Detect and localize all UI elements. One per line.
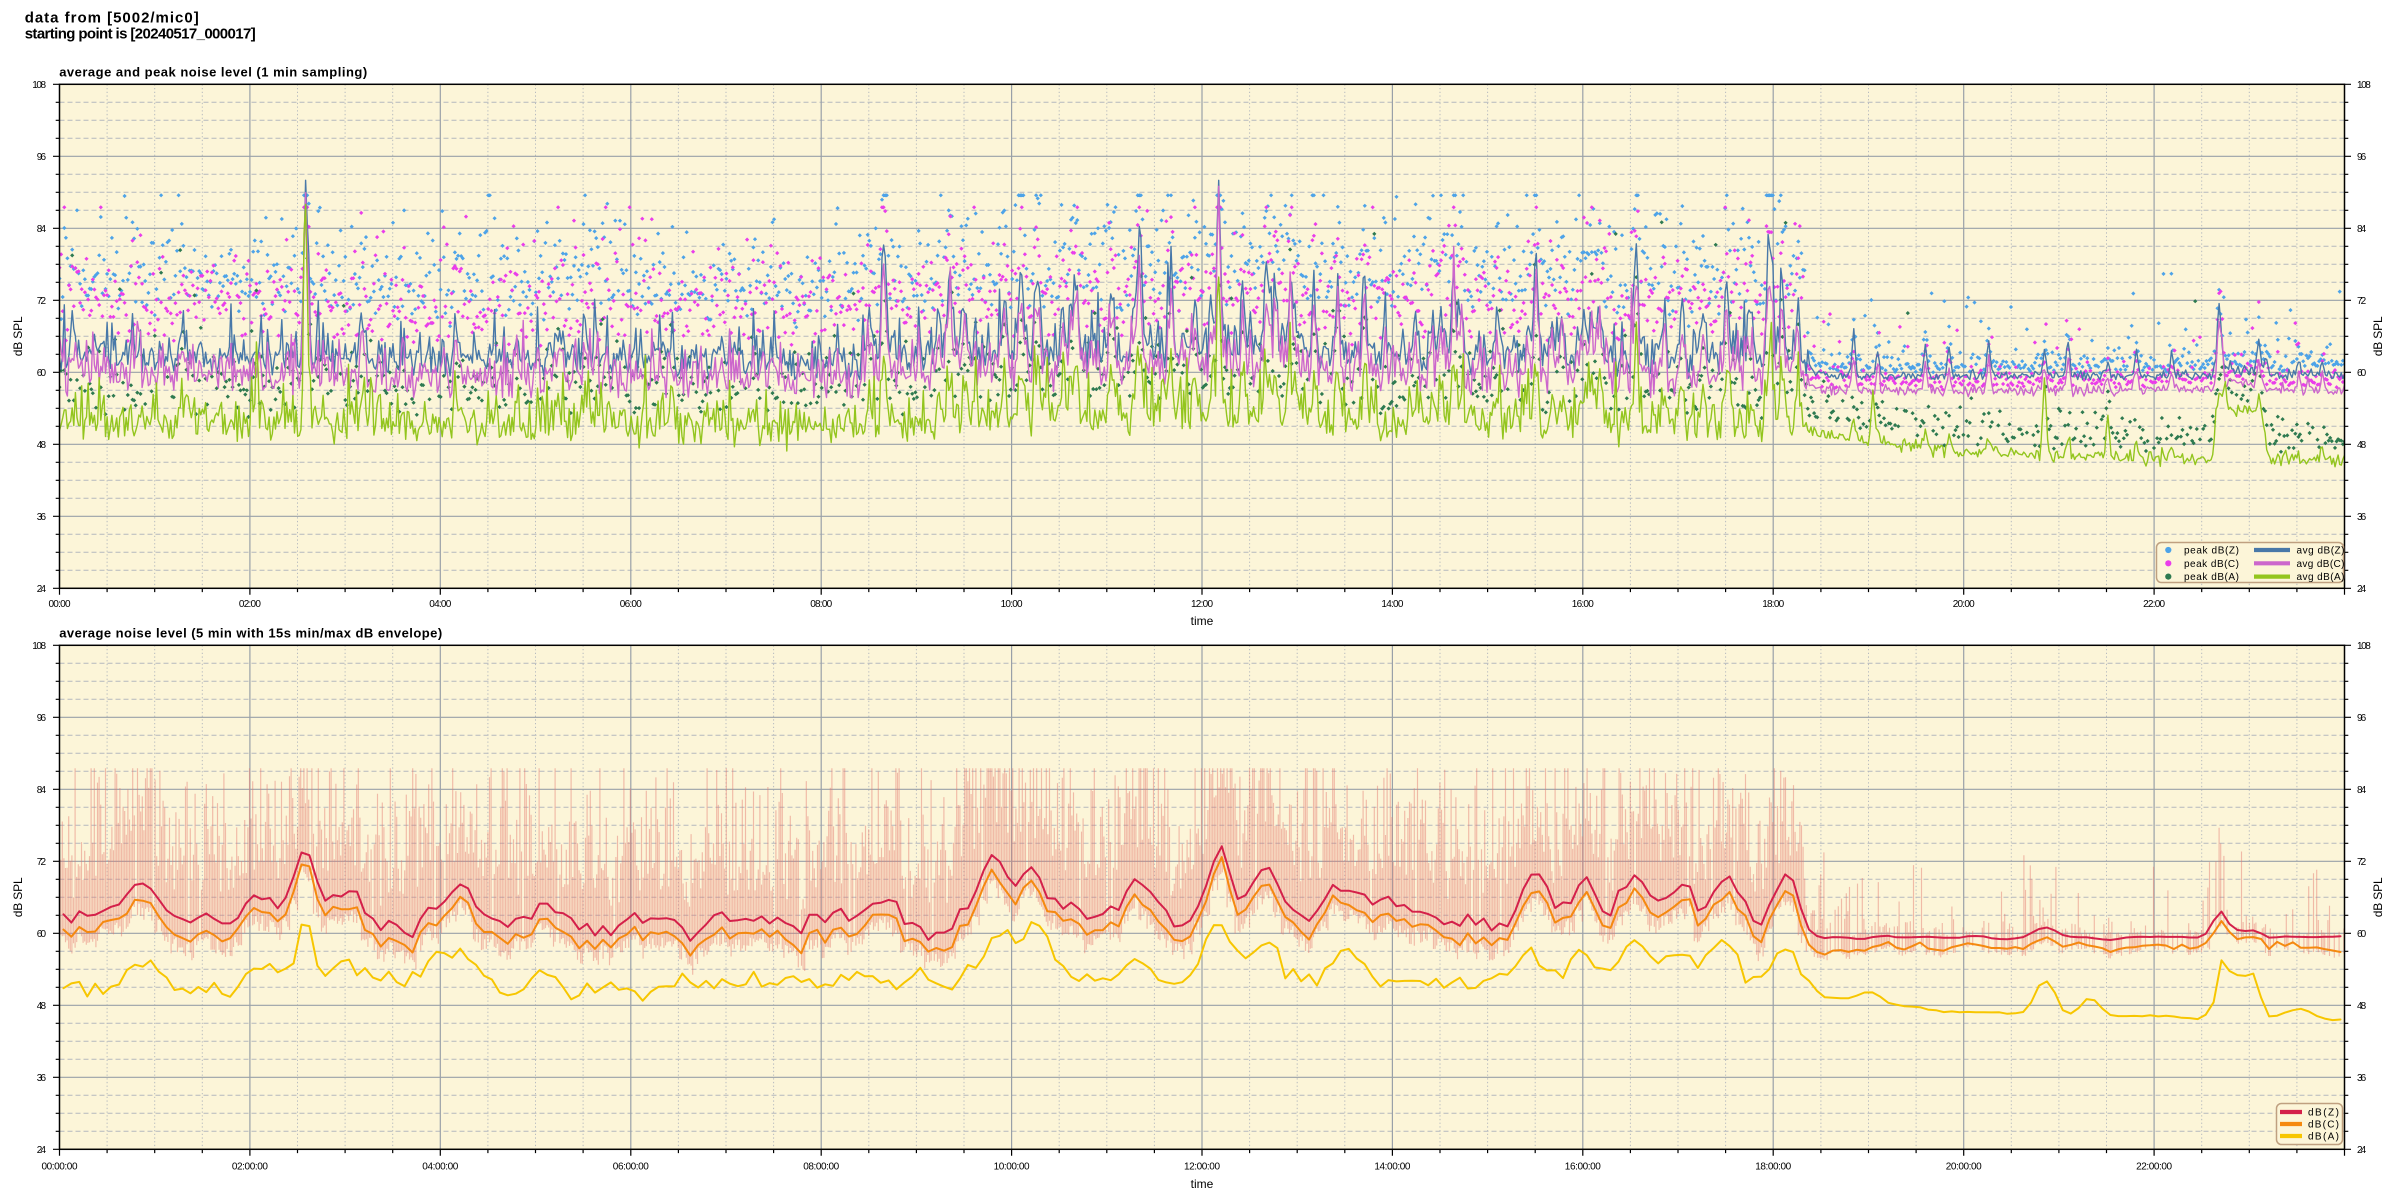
svg-text:72: 72 [37, 296, 47, 307]
svg-text:avg dB(A): avg dB(A) [2297, 572, 2345, 583]
svg-text:36: 36 [37, 1073, 47, 1084]
svg-text:22:00: 22:00 [2143, 599, 2165, 610]
svg-text:48: 48 [37, 440, 47, 451]
svg-text:00:00:00: 00:00:00 [42, 1162, 78, 1173]
svg-text:96: 96 [37, 713, 47, 724]
svg-text:peak dB(Z): peak dB(Z) [2184, 546, 2239, 557]
svg-text:36: 36 [2357, 512, 2367, 523]
svg-text:dB(C): dB(C) [2308, 1120, 2339, 1131]
svg-text:14:00: 14:00 [1381, 599, 1403, 610]
svg-text:84: 84 [2357, 785, 2367, 796]
svg-text:average noise level (5 min wit: average noise level (5 min with 15s min/… [59, 626, 442, 641]
svg-text:108: 108 [32, 80, 46, 91]
svg-text:peak dB(A): peak dB(A) [2184, 572, 2239, 583]
svg-text:dB SPL: dB SPL [2371, 877, 2385, 917]
svg-text:72: 72 [2357, 296, 2367, 307]
svg-text:96: 96 [2357, 713, 2367, 724]
svg-text:72: 72 [2357, 857, 2367, 868]
svg-text:24: 24 [37, 1145, 47, 1156]
svg-text:04:00:00: 04:00:00 [422, 1162, 458, 1173]
svg-text:84: 84 [2357, 224, 2367, 235]
svg-text:average and peak noise level (: average and peak noise level (1 min samp… [59, 65, 367, 80]
svg-text:10:00: 10:00 [1001, 599, 1023, 610]
svg-text:60: 60 [37, 929, 47, 940]
svg-text:08:00: 08:00 [810, 599, 832, 610]
svg-text:36: 36 [37, 512, 47, 523]
svg-text:84: 84 [37, 224, 47, 235]
svg-text:60: 60 [37, 368, 47, 379]
svg-text:dB(A): dB(A) [2308, 1132, 2339, 1143]
svg-text:02:00: 02:00 [239, 599, 261, 610]
svg-text:data from [5002/mic0]: data from [5002/mic0] [25, 10, 199, 27]
svg-text:dB SPL: dB SPL [11, 877, 25, 917]
svg-text:dB(Z): dB(Z) [2308, 1108, 2339, 1119]
svg-text:starting point is [20240517_00: starting point is [20240517_000017] [25, 26, 256, 43]
svg-text:96: 96 [2357, 152, 2367, 163]
svg-text:peak dB(C): peak dB(C) [2184, 559, 2239, 570]
svg-text:48: 48 [37, 1001, 47, 1012]
svg-text:24: 24 [37, 584, 47, 595]
svg-text:60: 60 [2357, 368, 2367, 379]
svg-text:108: 108 [2357, 641, 2371, 652]
svg-text:06:00: 06:00 [620, 599, 642, 610]
svg-text:00:00: 00:00 [49, 599, 71, 610]
svg-text:avg dB(Z): avg dB(Z) [2297, 546, 2345, 557]
svg-text:time: time [1191, 1177, 1214, 1191]
svg-text:36: 36 [2357, 1073, 2367, 1084]
svg-text:60: 60 [2357, 929, 2367, 940]
svg-text:06:00:00: 06:00:00 [613, 1162, 649, 1173]
svg-text:avg dB(C): avg dB(C) [2297, 559, 2345, 570]
svg-text:10:00:00: 10:00:00 [994, 1162, 1030, 1173]
svg-text:24: 24 [2357, 1145, 2367, 1156]
svg-text:08:00:00: 08:00:00 [803, 1162, 839, 1173]
svg-text:20:00: 20:00 [1953, 599, 1975, 610]
svg-text:20:00:00: 20:00:00 [1946, 1162, 1982, 1173]
svg-text:time: time [1191, 614, 1214, 628]
svg-text:14:00:00: 14:00:00 [1374, 1162, 1410, 1173]
svg-text:16:00: 16:00 [1572, 599, 1594, 610]
svg-text:96: 96 [37, 152, 47, 163]
svg-text:02:00:00: 02:00:00 [232, 1162, 268, 1173]
svg-text:108: 108 [32, 641, 46, 652]
svg-text:dB SPL: dB SPL [2371, 316, 2385, 356]
svg-text:22:00:00: 22:00:00 [2136, 1162, 2172, 1173]
svg-text:12:00:00: 12:00:00 [1184, 1162, 1220, 1173]
svg-text:12:00: 12:00 [1191, 599, 1213, 610]
svg-text:24: 24 [2357, 584, 2367, 595]
svg-text:108: 108 [2357, 80, 2371, 91]
svg-text:04:00: 04:00 [429, 599, 451, 610]
svg-text:16:00:00: 16:00:00 [1565, 1162, 1601, 1173]
svg-text:84: 84 [37, 785, 47, 796]
svg-text:18:00:00: 18:00:00 [1755, 1162, 1791, 1173]
svg-text:48: 48 [2357, 1001, 2367, 1012]
svg-text:dB SPL: dB SPL [11, 316, 25, 356]
svg-text:48: 48 [2357, 440, 2367, 451]
svg-text:72: 72 [37, 857, 47, 868]
svg-text:18:00: 18:00 [1762, 599, 1784, 610]
